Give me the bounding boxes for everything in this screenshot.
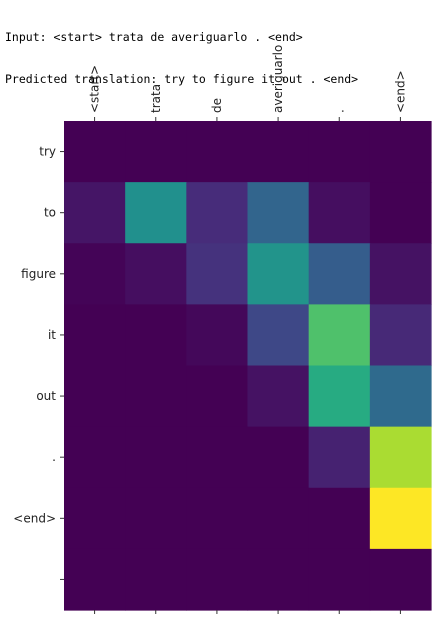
y-axis-ticks: try to figure it out. <end> xyxy=(13,145,64,580)
predicted-translation: Predicted translation: try to figure it … xyxy=(5,72,359,86)
x-tick-label: de xyxy=(210,98,224,113)
heatmap-cell xyxy=(247,365,310,428)
heatmap-cell xyxy=(186,365,249,428)
header-text: Input: <start> trata de averiguarlo . <e… xyxy=(5,2,358,100)
heatmap-cell xyxy=(308,304,371,367)
heatmap-cell xyxy=(308,487,371,550)
heatmap-cell xyxy=(369,365,432,428)
heatmap-cell xyxy=(125,426,187,489)
heatmap-cell xyxy=(247,426,310,489)
y-tick-label: <end> xyxy=(13,511,56,525)
y-tick-label: . xyxy=(52,450,56,464)
heatmap-cell xyxy=(247,182,310,244)
x-tick-label: <start> xyxy=(88,65,102,113)
x-tick-label: averiguarlo xyxy=(271,45,285,113)
heatmap-cell xyxy=(247,487,310,550)
heatmap-cell xyxy=(369,243,432,305)
heatmap-cells xyxy=(64,121,432,611)
heatmap-cell xyxy=(247,548,310,611)
heatmap-cell xyxy=(64,365,126,428)
heatmap-cell xyxy=(125,304,187,367)
heatmap-cell xyxy=(369,304,432,367)
heatmap-cell xyxy=(64,182,126,244)
x-tick-label: . xyxy=(332,109,346,113)
heatmap-cell xyxy=(369,487,432,550)
y-tick-label: out xyxy=(36,389,56,403)
heatmap-cell xyxy=(369,426,432,489)
heatmap-cell xyxy=(186,121,249,183)
y-tick-label: to xyxy=(44,206,56,220)
heatmap-cell xyxy=(64,304,126,367)
heatmap-cell xyxy=(186,487,249,550)
x-axis-ticks: <start> trata de averiguarlo. <end> xyxy=(88,45,407,614)
heatmap-cell xyxy=(186,243,249,305)
heatmap-cell xyxy=(64,243,126,305)
heatmap-cell xyxy=(247,243,310,305)
heatmap-cell xyxy=(369,121,432,183)
heatmap-cell xyxy=(186,426,249,489)
heatmap-cell xyxy=(125,365,187,428)
x-tick-label: <end> xyxy=(393,70,407,113)
heatmap-cell xyxy=(64,121,126,183)
heatmap-cell xyxy=(308,548,371,611)
y-tick-label: try xyxy=(39,145,56,159)
heatmap-cell xyxy=(125,121,187,183)
heatmap-cell xyxy=(125,487,187,550)
heatmap-cell xyxy=(369,182,432,244)
heatmap-cell xyxy=(308,365,371,428)
heatmap-cell xyxy=(308,121,371,183)
heatmap-cell xyxy=(125,548,187,611)
heatmap-cell xyxy=(186,548,249,611)
heatmap-cell xyxy=(247,121,310,183)
heatmap-cell xyxy=(308,426,371,489)
y-tick-label: figure xyxy=(21,267,56,281)
heatmap-cell xyxy=(125,182,187,244)
heatmap-cell xyxy=(308,182,371,244)
heatmap-cell xyxy=(64,548,126,611)
y-tick-label: it xyxy=(48,328,56,342)
heatmap-cell xyxy=(369,548,432,611)
heatmap-cell xyxy=(308,243,371,305)
heatmap-cell xyxy=(64,487,126,550)
heatmap-cell xyxy=(186,182,249,244)
heatmap-cell xyxy=(247,304,310,367)
x-tick-label: trata xyxy=(149,84,163,113)
heatmap-cell xyxy=(64,426,126,489)
heatmap-cell xyxy=(125,243,187,305)
heatmap-cell xyxy=(186,304,249,367)
input-sentence: Input: <start> trata de averiguarlo . <e… xyxy=(5,30,303,44)
